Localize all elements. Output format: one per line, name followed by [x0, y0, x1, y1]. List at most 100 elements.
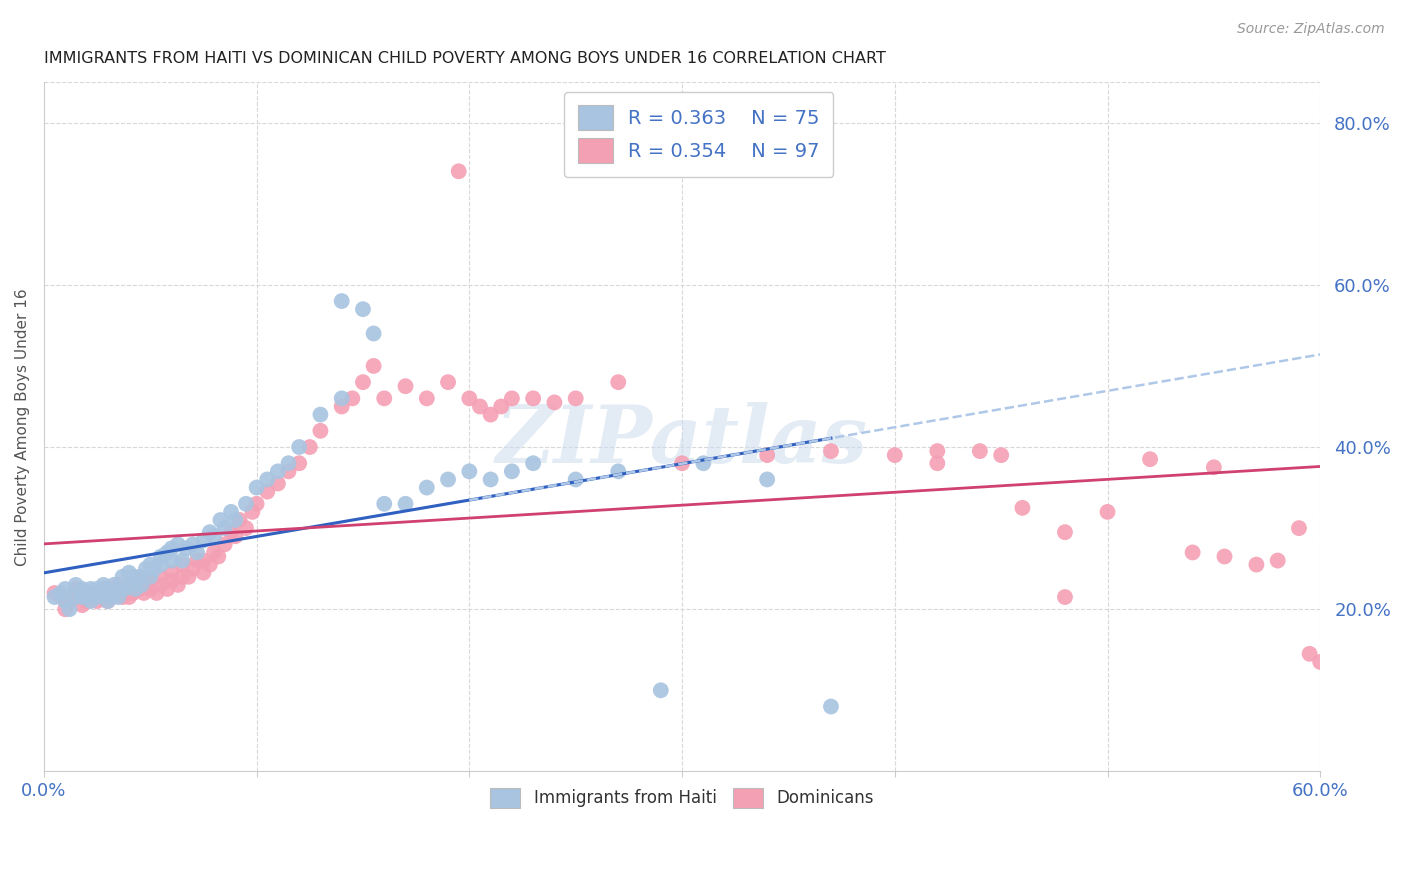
Point [1053, 590, 1076, 604]
Point [135, 562, 157, 576]
Point [160, 574, 183, 588]
Point [1011, 500, 1033, 515]
Point [143, 562, 166, 576]
Point [149, 570, 172, 584]
Point [298, 440, 321, 454]
Point [118, 566, 141, 580]
Point [107, 586, 129, 600]
Point [49, 586, 72, 600]
Point [564, 473, 586, 487]
Point [75, 586, 97, 600]
Point [607, 375, 630, 389]
Point [86, 594, 108, 608]
Point [75, 586, 97, 600]
Point [416, 481, 439, 495]
Point [193, 566, 215, 580]
Point [224, 513, 246, 527]
Point [468, 400, 491, 414]
Point [172, 553, 194, 567]
Point [49, 590, 72, 604]
Text: Source: ZipAtlas.com: Source: ZipAtlas.com [1237, 22, 1385, 37]
Point [309, 424, 332, 438]
Point [246, 497, 269, 511]
Point [240, 505, 263, 519]
Point [93, 586, 115, 600]
Point [198, 525, 221, 540]
Point [44, 586, 66, 600]
Point [969, 444, 991, 458]
Point [65, 582, 87, 596]
Point [394, 379, 416, 393]
Point [139, 558, 162, 572]
Point [756, 448, 779, 462]
Point [256, 484, 278, 499]
Point [1181, 545, 1204, 559]
Point [97, 594, 120, 608]
Point [214, 521, 236, 535]
Point [277, 456, 299, 470]
Point [820, 699, 842, 714]
Point [1309, 655, 1331, 669]
Point [207, 549, 229, 564]
Point [246, 481, 269, 495]
Point [65, 578, 87, 592]
Point [156, 545, 179, 559]
Point [118, 578, 141, 592]
Point [58, 602, 80, 616]
Point [650, 683, 672, 698]
Point [114, 582, 136, 596]
Point [86, 582, 108, 596]
Point [394, 497, 416, 511]
Point [990, 448, 1012, 462]
Point [135, 578, 157, 592]
Point [181, 562, 204, 576]
Point [224, 529, 246, 543]
Point [437, 375, 460, 389]
Point [149, 558, 172, 572]
Point [107, 590, 129, 604]
Point [111, 570, 134, 584]
Point [97, 582, 120, 596]
Point [1053, 525, 1076, 540]
Point [214, 537, 236, 551]
Point [70, 582, 93, 596]
Point [145, 586, 167, 600]
Point [927, 444, 949, 458]
Point [80, 582, 103, 596]
Point [70, 590, 93, 604]
Point [160, 541, 183, 556]
Point [44, 590, 66, 604]
Point [177, 570, 200, 584]
Point [219, 525, 242, 540]
Point [172, 570, 194, 584]
Point [149, 578, 172, 592]
Point [501, 464, 523, 478]
Point [193, 553, 215, 567]
Text: ZIPatlas: ZIPatlas [496, 401, 868, 479]
Point [209, 513, 232, 527]
Point [122, 586, 145, 600]
Point [228, 513, 250, 527]
Point [202, 545, 225, 559]
Point [53, 602, 76, 616]
Point [193, 533, 215, 548]
Point [756, 473, 779, 487]
Point [458, 392, 481, 406]
Point [70, 598, 93, 612]
Point [58, 594, 80, 608]
Point [80, 594, 103, 608]
Point [607, 464, 630, 478]
Point [128, 570, 150, 584]
Point [80, 590, 103, 604]
Point [256, 473, 278, 487]
Point [363, 359, 385, 373]
Point [363, 326, 385, 341]
Point [131, 578, 153, 592]
Point [522, 392, 544, 406]
Point [447, 164, 470, 178]
Point [167, 578, 190, 592]
Point [1288, 521, 1310, 535]
Point [167, 537, 190, 551]
Point [107, 582, 129, 596]
Point [373, 497, 395, 511]
